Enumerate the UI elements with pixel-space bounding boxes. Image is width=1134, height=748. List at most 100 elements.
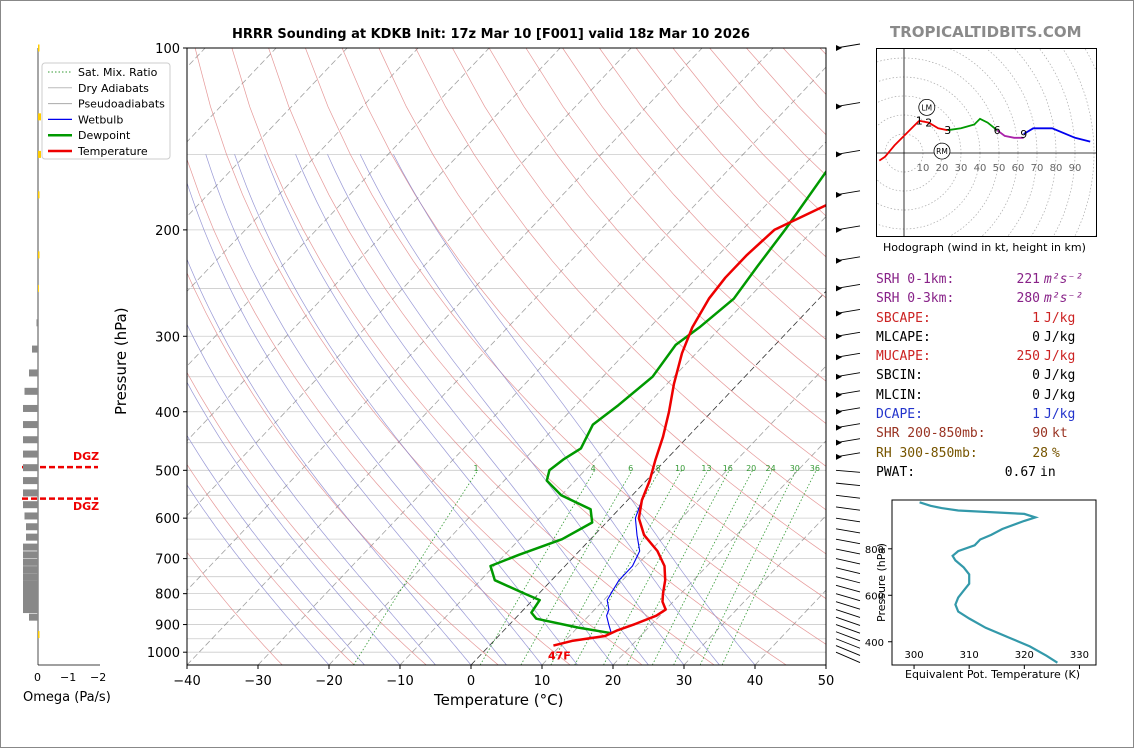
pseudoadiabat bbox=[295, 154, 649, 665]
dry-adiabat bbox=[599, 48, 826, 299]
wind-flag bbox=[836, 391, 842, 398]
omega-bar bbox=[38, 113, 41, 121]
dry-adiabat bbox=[194, 48, 643, 665]
hodo-segment bbox=[1023, 127, 1091, 143]
wind-barb bbox=[835, 517, 861, 523]
stat-label: DCAPE: bbox=[876, 407, 923, 423]
pseudoadiabat bbox=[187, 323, 436, 665]
pseudoadiabat bbox=[187, 434, 365, 665]
hodo-ring-label: 50 bbox=[993, 163, 1006, 174]
omega-bar bbox=[23, 404, 38, 412]
mixing-ratio-line bbox=[520, 470, 633, 665]
omega-bar bbox=[23, 580, 38, 588]
omega-xlabel: Omega (Pa/s) bbox=[23, 690, 111, 705]
dry-adiabat bbox=[488, 48, 826, 425]
omega-bar bbox=[23, 558, 38, 566]
stat-label: SRH 0-1km: bbox=[876, 272, 955, 287]
stat-label: SBCIN: bbox=[876, 368, 923, 384]
stat-value: 1 bbox=[1032, 407, 1040, 423]
isotherm bbox=[187, 48, 490, 367]
stat-row: RH 300-850mb: 28% bbox=[876, 446, 1116, 465]
wind-flag bbox=[836, 354, 842, 361]
hodo-ring bbox=[985, 48, 1038, 236]
stat-value: 0.67 bbox=[1004, 464, 1036, 480]
stat-row: SRH 0-3km: 280 m²s⁻² bbox=[876, 291, 1116, 310]
stat-unit: % bbox=[1052, 445, 1060, 461]
omega-bar bbox=[23, 566, 38, 574]
skewt-plot: 1 4 6 8 10 13 16 20 24 30 3647F1002003004005006007… bbox=[41, 42, 861, 689]
legend-entry: Sat. Mix. Ratio bbox=[78, 66, 158, 79]
hodo-height-label: 9 bbox=[1020, 128, 1027, 141]
stat-row: DCAPE: 1 J/kg bbox=[876, 407, 1116, 426]
mixing-ratio-label: 6 bbox=[628, 464, 633, 473]
wind-barbs bbox=[835, 43, 861, 663]
x-tick-label: −30 bbox=[244, 674, 271, 689]
stat-value: 1 bbox=[1032, 310, 1040, 326]
stat-row: SBCIN: 0 J/kg bbox=[876, 368, 1116, 387]
omega-bar bbox=[26, 523, 38, 531]
omega-bar bbox=[24, 512, 38, 520]
stat-label: SBCAPE: bbox=[876, 310, 931, 326]
omega-bar bbox=[23, 421, 38, 429]
stat-label: MLCIN: bbox=[876, 387, 923, 403]
hodo-ring-label: 90 bbox=[1069, 163, 1082, 174]
x-tick-label: −40 bbox=[173, 674, 200, 689]
pseudoadiabat bbox=[187, 181, 507, 665]
y-tick-label: 400 bbox=[155, 406, 180, 421]
mixing-ratio-label: 10 bbox=[675, 464, 685, 473]
mixing-ratio-label: 24 bbox=[766, 464, 776, 473]
wind-barb bbox=[835, 609, 861, 618]
stat-label: RH 300-850mb: bbox=[876, 445, 978, 461]
x-tick-label: 20 bbox=[605, 674, 622, 689]
omega-tick-0: 0 bbox=[34, 671, 41, 684]
y-tick-label: 300 bbox=[155, 330, 180, 345]
omega-bar bbox=[38, 251, 40, 259]
skewt-ylabel: Pressure (hPa) bbox=[112, 307, 130, 415]
isotherm bbox=[399, 215, 826, 665]
omega-bar bbox=[38, 631, 40, 639]
mixing-ratio-label: 13 bbox=[701, 464, 711, 473]
temperature-line bbox=[553, 203, 826, 647]
legend: Sat. Mix. Ratio Dry Adiabats Pseudoadiabat… bbox=[41, 62, 171, 160]
mixing-ratio-label: 8 bbox=[656, 464, 661, 473]
omega-bar bbox=[23, 573, 38, 581]
omega-bar bbox=[23, 586, 38, 594]
mixing-ratio-line bbox=[479, 470, 596, 665]
pseudoadiabat bbox=[327, 154, 685, 665]
stat-label: SRH 0-3km: bbox=[876, 291, 955, 307]
skewt-axes bbox=[186, 47, 827, 666]
hodo-height-label: 6 bbox=[994, 124, 1001, 137]
dry-adiabat bbox=[187, 463, 355, 665]
y-tick-label: 1000 bbox=[147, 646, 180, 661]
theta-e-line bbox=[919, 501, 1058, 664]
theta-e-xtick-label: 320 bbox=[1015, 650, 1034, 661]
pseudoadiabat bbox=[187, 258, 472, 665]
mixing-ratio-line bbox=[673, 470, 773, 665]
isotherm bbox=[257, 66, 826, 665]
stat-row: SBCAPE: 1 J/kg bbox=[876, 311, 1116, 330]
hodo-height-label: 3 bbox=[944, 124, 951, 137]
wind-barb bbox=[835, 645, 861, 656]
dry-adiabat bbox=[341, 48, 826, 600]
hodo-ring-label: 70 bbox=[1031, 163, 1044, 174]
isotherm bbox=[187, 48, 632, 517]
legend-entry: Dry Adiabats bbox=[78, 82, 149, 95]
legend-entry: Temperature bbox=[77, 145, 148, 158]
omega-bar bbox=[23, 489, 38, 497]
hodo-ring bbox=[1013, 48, 1057, 236]
mixing-ratio-label: 16 bbox=[723, 464, 733, 473]
stat-value: 0 bbox=[1032, 329, 1040, 345]
wind-barb bbox=[835, 469, 861, 473]
wind-flag bbox=[836, 226, 842, 233]
chart-title: HRRR Sounding at KDKB Init: 17z Mar 10 [… bbox=[232, 27, 750, 42]
y-tick-label: 100 bbox=[155, 42, 180, 57]
omega-bar bbox=[38, 44, 40, 52]
pseudoadiabat bbox=[359, 154, 720, 665]
theta-e-xtick-label: 310 bbox=[960, 650, 979, 661]
dry-adiabat bbox=[187, 371, 427, 665]
wind-flag bbox=[836, 424, 842, 431]
wind-flag bbox=[836, 408, 842, 415]
y-tick-label: 500 bbox=[155, 464, 180, 479]
omega-bar bbox=[23, 543, 38, 551]
theta-e-axes bbox=[891, 499, 1097, 666]
